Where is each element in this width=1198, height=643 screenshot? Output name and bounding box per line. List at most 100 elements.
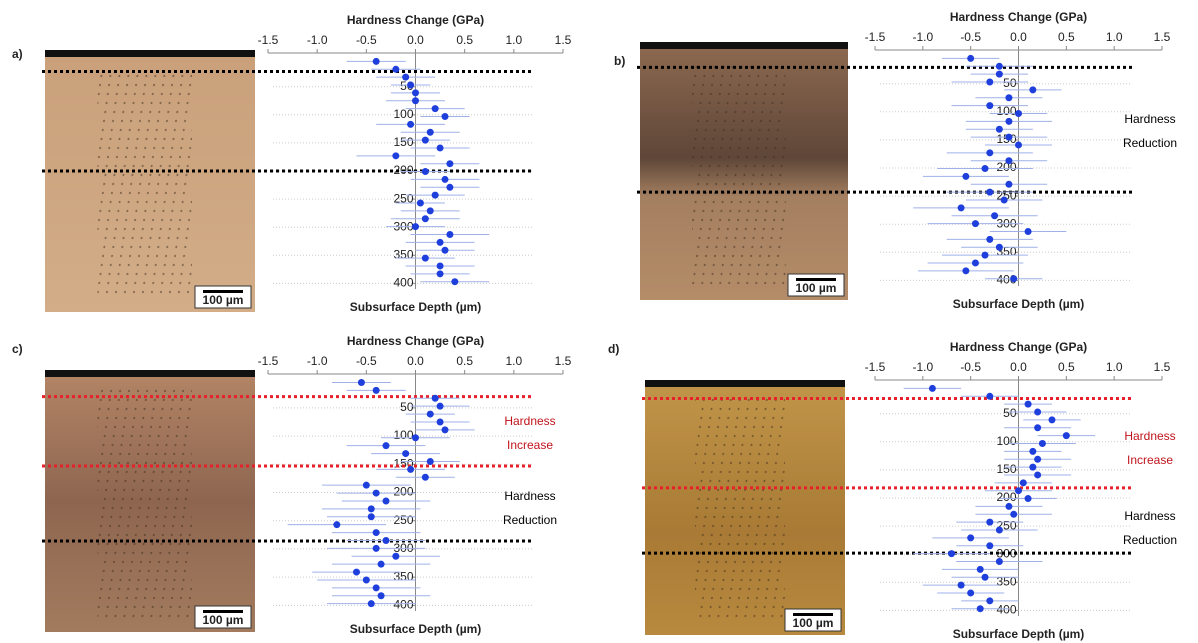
data-point bbox=[1034, 455, 1042, 463]
data-point bbox=[1000, 196, 1008, 204]
x-tick-label: 0.0 bbox=[407, 33, 424, 47]
annotation: Hardness bbox=[1124, 112, 1175, 126]
y-tick-label: 150 bbox=[393, 135, 413, 149]
x-tick-label: -1.5 bbox=[258, 33, 279, 47]
y-tick-label: 350 bbox=[996, 574, 1016, 588]
scale-bar-label: 100 µm bbox=[793, 616, 834, 630]
data-point bbox=[421, 168, 429, 176]
data-point bbox=[991, 212, 999, 220]
scale-bar-label: 100 µm bbox=[203, 293, 244, 307]
data-point bbox=[436, 270, 444, 278]
data-point bbox=[981, 573, 989, 581]
y-axis-title: Subsurface Depth (µm) bbox=[953, 627, 1085, 641]
y-tick-label: 350 bbox=[393, 569, 413, 583]
data-point bbox=[451, 278, 459, 286]
data-point bbox=[367, 600, 375, 608]
data-point bbox=[362, 576, 370, 584]
data-point bbox=[1062, 432, 1070, 440]
data-point bbox=[412, 434, 419, 442]
surface-edge bbox=[45, 370, 255, 377]
x-tick-label: -0.5 bbox=[356, 33, 377, 47]
y-tick-label: 400 bbox=[996, 603, 1016, 617]
data-point bbox=[1015, 487, 1022, 495]
data-point bbox=[436, 238, 444, 246]
data-point bbox=[372, 489, 380, 497]
data-point bbox=[402, 450, 410, 458]
data-point bbox=[382, 536, 390, 544]
data-point bbox=[986, 78, 994, 86]
x-tick-label: -1.0 bbox=[307, 33, 328, 47]
y-tick-label: 400 bbox=[393, 598, 413, 612]
panel: 100 µma)-1.5 -1.0 -0.5 0.0 0.5 1.0 1.550100150… bbox=[12, 13, 572, 314]
scale-bar bbox=[793, 613, 833, 616]
data-point bbox=[372, 544, 380, 552]
y-tick-label: 100 bbox=[996, 434, 1016, 448]
data-point bbox=[436, 144, 444, 152]
data-point bbox=[446, 160, 454, 168]
y-axis-title: Subsurface Depth (µm) bbox=[953, 297, 1085, 311]
data-point bbox=[441, 112, 449, 120]
data-point bbox=[372, 584, 380, 592]
x-tick-label: -1.5 bbox=[865, 360, 886, 374]
x-tick-label: 0.5 bbox=[1058, 30, 1075, 44]
data-point bbox=[426, 207, 434, 215]
y-tick-label: 200 bbox=[996, 490, 1016, 504]
y-tick-label: 50 bbox=[1003, 406, 1017, 420]
data-point bbox=[986, 542, 994, 550]
x-tick-label: 0.0 bbox=[1010, 30, 1027, 44]
data-point bbox=[412, 223, 419, 231]
data-point bbox=[436, 402, 444, 410]
x-tick-label: 1.5 bbox=[555, 33, 572, 47]
data-point bbox=[986, 235, 994, 243]
data-point bbox=[995, 70, 1003, 78]
x-tick-label: 1.0 bbox=[1106, 30, 1123, 44]
data-point bbox=[436, 262, 444, 270]
data-point bbox=[1034, 471, 1042, 479]
data-point bbox=[1005, 94, 1013, 102]
y-tick-label: 200 bbox=[996, 160, 1016, 174]
data-point bbox=[372, 386, 380, 394]
y-tick-label: 150 bbox=[996, 462, 1016, 476]
y-tick-label: 300 bbox=[996, 546, 1016, 560]
annotation: Reduction bbox=[1123, 136, 1177, 150]
x-tick-label: -1.0 bbox=[307, 354, 328, 368]
x-tick-label: -1.0 bbox=[912, 360, 933, 374]
x-tick-label: 1.5 bbox=[555, 354, 572, 368]
data-point bbox=[967, 589, 975, 597]
data-point bbox=[1024, 227, 1032, 235]
data-point bbox=[372, 529, 380, 537]
x-tick-label: 1.0 bbox=[505, 354, 522, 368]
data-point bbox=[1015, 109, 1022, 117]
data-point bbox=[986, 102, 994, 110]
data-point bbox=[392, 152, 400, 160]
x-tick-label: 1.5 bbox=[1154, 30, 1171, 44]
panel-label: a) bbox=[12, 47, 23, 61]
data-point bbox=[446, 230, 454, 238]
data-point bbox=[986, 392, 994, 400]
annotation: Reduction bbox=[1123, 533, 1177, 547]
x-tick-label: -0.5 bbox=[960, 360, 981, 374]
data-point bbox=[377, 560, 385, 568]
data-point bbox=[382, 442, 390, 450]
data-point bbox=[436, 418, 444, 426]
data-point bbox=[367, 513, 375, 521]
scale-bar bbox=[203, 290, 243, 293]
data-point bbox=[412, 89, 419, 97]
x-axis-title: Hardness Change (GPa) bbox=[950, 340, 1087, 354]
data-point bbox=[426, 457, 434, 465]
data-point bbox=[367, 505, 375, 513]
annotation: Hardness bbox=[504, 489, 555, 503]
data-point bbox=[1034, 408, 1042, 416]
data-point bbox=[1005, 180, 1013, 188]
data-point bbox=[1005, 133, 1013, 141]
data-point bbox=[392, 65, 400, 73]
data-point bbox=[967, 54, 975, 62]
data-point bbox=[995, 125, 1003, 133]
x-axis-title: Hardness Change (GPa) bbox=[347, 334, 484, 348]
data-point bbox=[421, 254, 429, 262]
annotation: Increase bbox=[1127, 453, 1173, 467]
x-axis-title: Hardness Change (GPa) bbox=[347, 13, 484, 27]
y-tick-label: 350 bbox=[393, 247, 413, 261]
data-point bbox=[1029, 86, 1037, 94]
